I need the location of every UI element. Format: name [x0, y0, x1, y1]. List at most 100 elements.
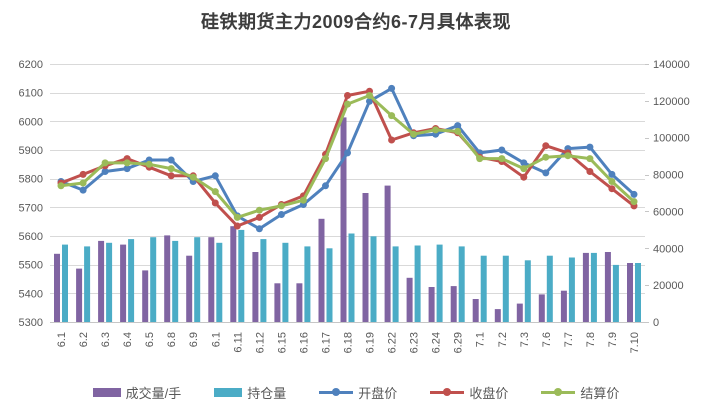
settlement-price-marker: [299, 196, 307, 204]
open-price-marker: [630, 190, 638, 198]
open-interest-bar: [282, 242, 289, 322]
left-axis-tick-label: 6100: [19, 88, 43, 100]
x-axis-tick-label: 6.18: [343, 332, 355, 353]
left-axis-labels: 5300 5400 5500 5600 5700 5800 5900 6000 6100 6200: [19, 59, 43, 329]
x-axis-tick-label: 6.24: [431, 332, 443, 353]
volume-bar: [494, 309, 501, 322]
open-interest-bar: [84, 246, 91, 322]
x-axis-tick-label: 6.19: [365, 332, 377, 353]
settlement-price-marker: [630, 198, 638, 206]
open-interest-bar: [370, 236, 377, 322]
open-interest-bar: [612, 264, 619, 322]
open-price-marker: [123, 165, 131, 173]
volume-bar: [208, 237, 215, 322]
open-price-marker: [277, 211, 285, 218]
settlement-price-marker: [322, 155, 329, 163]
settlement-price-marker: [432, 126, 440, 134]
volume-bar: [296, 283, 303, 322]
settlement-price-marker: [255, 206, 263, 214]
legend: 成交量/手 持仓量 开盘价 收盘价 结算价: [0, 383, 712, 402]
close-price-marker: [388, 136, 396, 144]
left-axis-tick-label: 5700: [19, 202, 43, 214]
volume-bar: [274, 283, 281, 322]
open-price-marker: [542, 169, 550, 177]
open-price-marker: [79, 186, 87, 194]
x-axis-tick-label: 6.29: [453, 332, 465, 353]
open-interest-bar: [238, 229, 245, 322]
open-price-marker: [498, 146, 506, 154]
settlement-price-legend-dot-icon: [554, 388, 563, 396]
settlement-price-marker: [454, 127, 462, 135]
right-axis-tick-label: 100000: [653, 133, 690, 145]
open-interest-bar: [414, 245, 421, 322]
right-axis-tick-label: 60000: [653, 206, 684, 218]
volume-bar: [450, 286, 457, 322]
open-interest-bar: [150, 237, 157, 322]
open-interest-bar: [524, 260, 531, 322]
x-axis-tick-label: 6.4: [122, 332, 134, 347]
legend-item-open-price: 开盘价: [319, 383, 397, 402]
close-price-marker: [233, 222, 241, 230]
series-open-interest: [62, 229, 641, 322]
legend-item-settlement-price: 结算价: [541, 383, 619, 402]
left-axis-tick-label: 5600: [19, 231, 43, 243]
open-interest-bar: [392, 246, 399, 322]
open-interest-bar: [128, 239, 135, 322]
legend-label-close-price: 收盘价: [469, 386, 509, 401]
volume-bar: [428, 287, 435, 322]
volume-bar: [120, 244, 127, 322]
settlement-price-marker: [211, 188, 219, 196]
volume-bar: [54, 253, 60, 322]
open-price-legend-dot-icon: [332, 388, 341, 396]
settlement-price-marker: [476, 155, 484, 163]
legend-item-volume: 成交量/手: [92, 383, 182, 402]
x-axis-tick-label: 6.2: [78, 332, 90, 347]
open-interest-bar: [546, 255, 553, 322]
close-price-marker: [586, 168, 594, 175]
settlement-price-marker: [167, 165, 175, 173]
settlement-price-marker: [586, 155, 594, 163]
x-axis-tick-label: 6.17: [320, 332, 332, 353]
open-interest-bar: [326, 248, 333, 322]
x-axis-tick-label: 7.3: [519, 332, 531, 347]
open-price-marker: [388, 84, 396, 92]
settlement-price-marker: [79, 179, 87, 187]
right-axis-tick-label: 0: [653, 317, 659, 329]
volume-bar: [76, 268, 83, 322]
volume-bar: [186, 255, 193, 322]
open-interest-bar: [568, 257, 575, 322]
x-axis-tick-label: 7.6: [541, 332, 553, 347]
open-interest-bar: [458, 246, 465, 322]
settlement-price-marker: [101, 159, 109, 167]
close-price-marker: [542, 142, 550, 150]
volume-bar: [472, 299, 479, 322]
x-axis-labels: 6.1 6.2 6.3 6.4 6.5 6.8 6.9 6.1 6.11 6.12 6.15 6.16…: [56, 332, 641, 353]
x-axis-tick-label: 7.2: [497, 332, 509, 347]
legend-label-open-price: 开盘价: [358, 386, 398, 401]
volume-bar: [516, 303, 523, 322]
volume-bar: [384, 185, 391, 322]
left-axis-tick-label: 6200: [19, 59, 43, 71]
left-axis-tick-label: 5900: [19, 145, 43, 157]
x-axis-tick-label: 6.3: [100, 332, 112, 347]
right-axis-tick-label: 20000: [653, 280, 684, 292]
close-price-marker: [167, 172, 175, 180]
right-axis-tick-label: 140000: [653, 59, 690, 71]
legend-label-volume: 成交量/手: [125, 386, 182, 401]
volume-bar: [318, 218, 325, 322]
left-axis-tick-label: 5800: [19, 174, 43, 186]
settlement-price-marker: [520, 165, 528, 173]
x-axis-tick-label: 6.15: [276, 332, 288, 353]
x-axis-tick-label: 6.8: [166, 332, 178, 347]
x-axis-tick-label: 6.11: [232, 332, 244, 353]
open-price-marker: [211, 172, 219, 180]
right-axis-tick-label: 80000: [653, 170, 684, 182]
open-interest-bar: [590, 252, 597, 322]
settlement-price-marker: [410, 130, 418, 138]
settlement-price-marker: [388, 112, 396, 120]
x-axis-tick-label: 7.9: [607, 332, 619, 347]
x-axis-tick-label: 7.7: [563, 332, 575, 347]
open-price-marker: [322, 182, 329, 190]
volume-bar: [164, 235, 171, 322]
